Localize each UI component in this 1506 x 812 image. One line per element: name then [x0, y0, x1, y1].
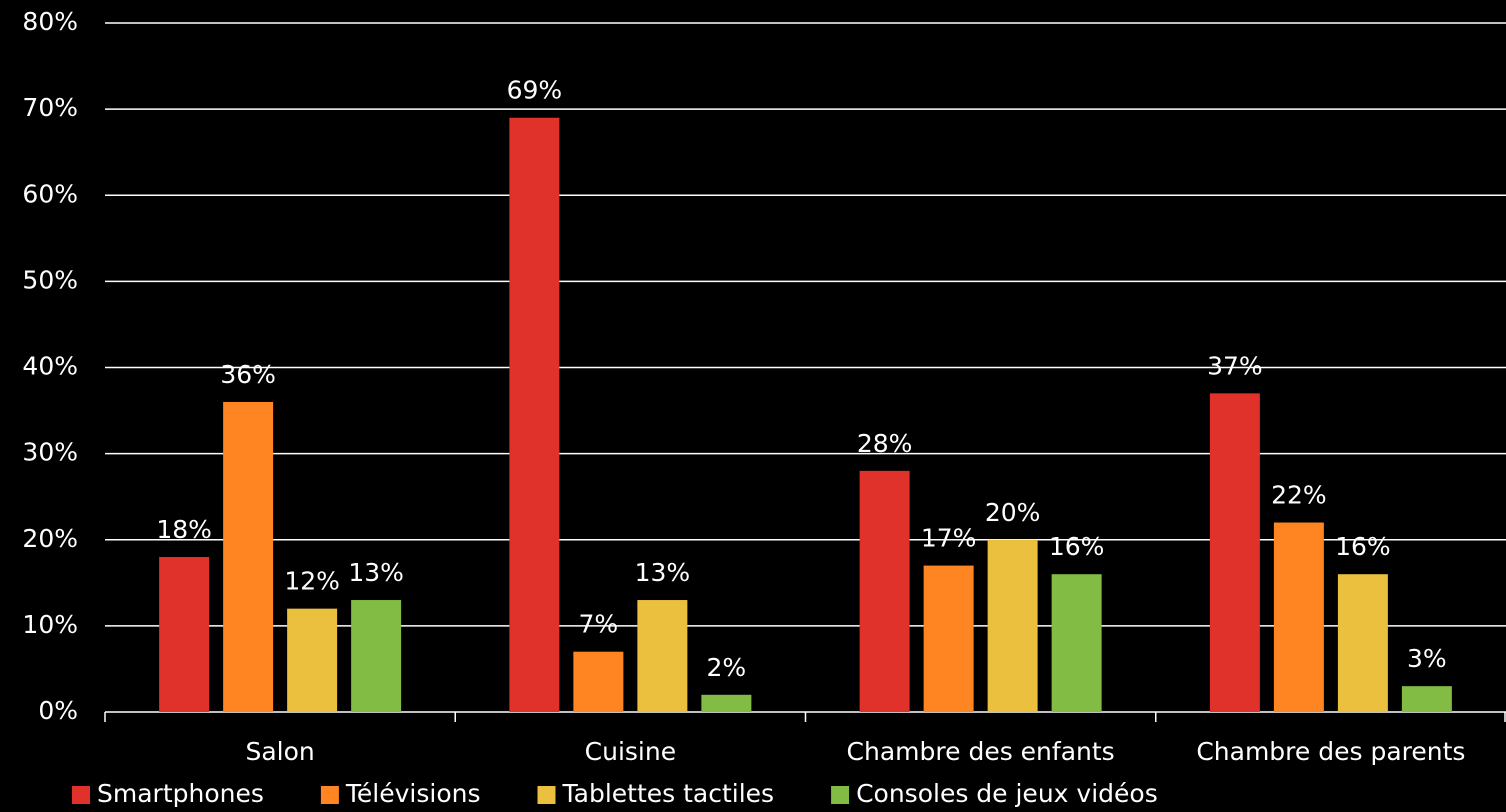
legend-label: Smartphones: [97, 779, 264, 808]
data-label: 13%: [635, 558, 691, 587]
bar: [637, 600, 688, 712]
bar: [987, 539, 1038, 712]
legend-swatch: [72, 786, 90, 804]
data-label: 2%: [707, 653, 747, 682]
y-tick-label: 30%: [22, 438, 78, 467]
bar: [1209, 393, 1260, 712]
x-tick-label: Chambre des parents: [1196, 737, 1465, 766]
legend-swatch: [831, 786, 850, 804]
y-tick-label: 60%: [22, 179, 78, 208]
y-tick-label: 50%: [22, 265, 78, 294]
legend-label: Tablettes tactiles: [562, 779, 775, 808]
bar: [1051, 574, 1102, 712]
data-label: 36%: [220, 360, 276, 389]
bar: [701, 694, 752, 712]
legend-swatch: [320, 786, 339, 804]
bar: [351, 600, 402, 712]
y-tick-label: 70%: [22, 93, 78, 122]
bar: [159, 556, 210, 712]
bar: [223, 401, 274, 712]
legend-label: Télévisions: [345, 779, 481, 808]
bar: [1337, 574, 1388, 712]
x-tick-label: Cuisine: [585, 737, 676, 766]
data-label: 37%: [1207, 351, 1263, 380]
y-tick-label: 40%: [22, 352, 78, 381]
bar: [923, 565, 974, 712]
bar: [509, 117, 560, 713]
x-tick-label: Chambre des enfants: [847, 737, 1115, 766]
y-tick-label: 80%: [22, 7, 78, 36]
data-label: 22%: [1271, 481, 1327, 510]
data-label: 7%: [579, 610, 619, 639]
bar: [573, 651, 624, 712]
data-label: 28%: [857, 429, 913, 458]
legend-swatch: [537, 786, 556, 804]
data-label: 20%: [985, 498, 1041, 527]
data-label: 69%: [507, 76, 563, 105]
data-label: 16%: [1335, 532, 1391, 561]
y-tick-label: 0%: [38, 696, 78, 725]
bar: [859, 470, 910, 712]
bar: [1273, 522, 1324, 712]
bar: [1401, 686, 1452, 712]
y-tick-label: 10%: [22, 610, 78, 639]
data-label: 3%: [1407, 644, 1447, 673]
data-label: 17%: [921, 524, 977, 553]
data-label: 13%: [348, 558, 404, 587]
bar: [287, 608, 338, 712]
data-label: 16%: [1049, 532, 1105, 561]
y-tick-label: 20%: [22, 524, 78, 553]
data-label: 12%: [284, 567, 340, 596]
legend-label: Consoles de jeux vidéos: [856, 779, 1158, 808]
x-tick-label: Salon: [245, 737, 314, 766]
data-label: 18%: [156, 515, 212, 544]
